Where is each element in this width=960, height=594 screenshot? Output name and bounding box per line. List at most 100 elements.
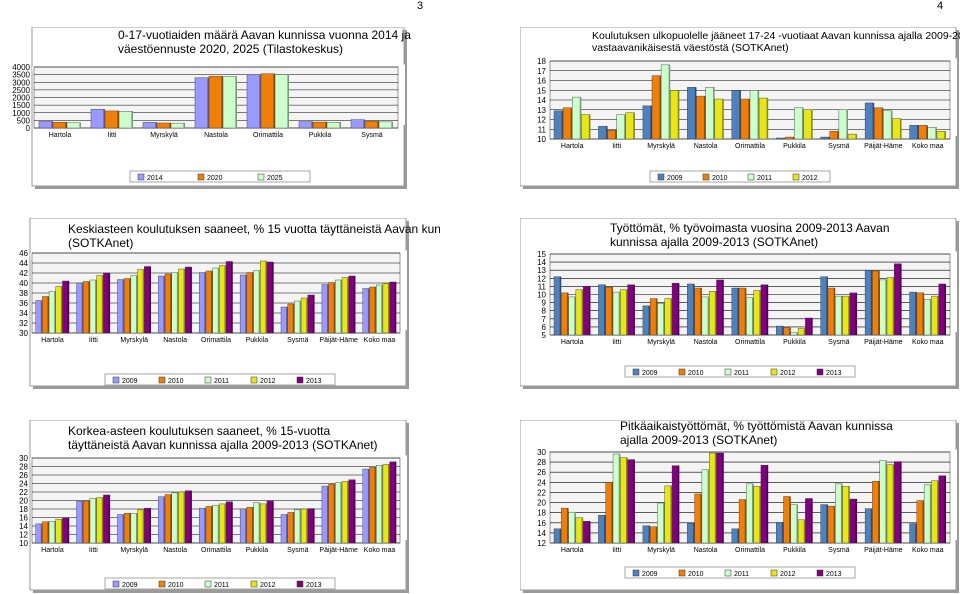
bar [705, 87, 715, 140]
bar [820, 136, 830, 140]
bar [38, 121, 53, 129]
x-tick-label: Nastola [694, 339, 718, 346]
bar [553, 110, 563, 140]
bar-side [744, 499, 747, 543]
bar [364, 120, 379, 129]
bar-side [176, 492, 179, 543]
y-tick-label: 14 [537, 96, 546, 105]
bar [572, 96, 582, 140]
bar-side [944, 131, 946, 139]
y-tick-label: 8 [542, 307, 547, 316]
bar [312, 121, 327, 129]
y-tick-label: 22 [537, 488, 546, 497]
y-tick-label: 42 [19, 269, 28, 278]
bar-side [40, 300, 43, 333]
bar-side [737, 528, 740, 543]
x-tick-label: Päijät-Häme [864, 339, 903, 346]
bar [696, 95, 706, 140]
chart-secondary-education: Keskiasteen koulutuksen saaneet, % 15 vu… [19, 218, 440, 389]
x-tick-label: Hartola [49, 132, 72, 139]
y-tick-label: 30 [19, 454, 28, 463]
bar-side [312, 295, 315, 333]
bar-side [183, 492, 186, 543]
y-tick-label: 24 [537, 478, 546, 487]
y-tick-label: 9 [542, 299, 547, 308]
x-tick-label: Orimattila [735, 339, 765, 346]
y-tick-label: 16 [537, 519, 546, 528]
bar-side [670, 298, 673, 335]
x-tick-label: Myrskylä [150, 132, 178, 139]
bar-side [40, 523, 43, 543]
bar-side [840, 483, 843, 543]
bar-side [327, 486, 329, 543]
x-tick-label: Iitti [89, 337, 98, 344]
bar-side [235, 76, 237, 128]
legend-swatch [816, 569, 824, 577]
y-tick-label: 10 [537, 291, 546, 300]
bar-side [88, 281, 90, 333]
bar [260, 73, 275, 129]
x-tick-label: Pukkila [783, 339, 806, 346]
bar-side [190, 490, 192, 543]
bar-side [937, 480, 939, 543]
y-tick-label: 16 [537, 77, 546, 86]
bar [118, 111, 133, 129]
y-tick-label: 10 [19, 539, 28, 548]
bar-side [169, 122, 171, 128]
bar [776, 137, 786, 140]
bar-side [211, 506, 213, 543]
legend-swatch [770, 368, 778, 376]
bar [326, 122, 341, 129]
bar-side [394, 282, 397, 333]
bar [298, 121, 313, 129]
bar-side [340, 482, 343, 543]
x-tick-label: Nastola [163, 547, 187, 554]
bar-side [803, 519, 806, 543]
bar-side [848, 296, 850, 335]
bar-side [142, 269, 145, 333]
bar-side [890, 110, 893, 139]
chart-title: Koulutuksen ulkopuolelle jääneet 17-24 -… [592, 30, 960, 54]
bar-side [566, 508, 569, 543]
legend-swatch [158, 580, 166, 588]
x-tick-label: Nastola [694, 547, 718, 554]
bar-side [108, 273, 111, 333]
legend-label: 2012 [260, 582, 276, 589]
x-tick-label: Päijät-Häme [319, 337, 358, 344]
bar-side [286, 514, 288, 543]
y-tick-label: 12 [19, 531, 28, 540]
bar-side [367, 288, 370, 333]
legend-swatch [792, 173, 800, 181]
bar-side [333, 484, 336, 543]
bar-side [81, 283, 84, 333]
bar-side [561, 110, 564, 139]
bar-side [855, 499, 858, 543]
bar-side [217, 268, 220, 333]
bar [170, 122, 185, 129]
bar-side [570, 107, 573, 139]
bar-side [922, 500, 925, 543]
bar [222, 76, 237, 129]
x-tick-label: Sysmä [828, 339, 850, 346]
bar [274, 74, 289, 129]
bar [731, 90, 741, 140]
bar [918, 125, 928, 140]
bar-side [855, 134, 858, 139]
bar-side [922, 292, 925, 335]
bar-side [766, 98, 769, 139]
bar-side [374, 287, 377, 333]
y-tick-label: 2000 [12, 94, 30, 103]
bar-side [714, 453, 717, 543]
x-tick-label: Myrskylä [647, 143, 675, 150]
bar-side [340, 280, 343, 333]
legend-label: 2025 [267, 175, 283, 182]
y-tick-label: 44 [19, 259, 28, 268]
bar-side [65, 122, 67, 128]
legend-label: 2009 [642, 370, 658, 377]
bar-side [892, 464, 895, 543]
x-tick-label: Sysmä [287, 337, 309, 344]
bar-side [870, 508, 873, 543]
bar-side [347, 277, 349, 333]
bar-side [108, 494, 111, 543]
bar-side [611, 287, 614, 335]
